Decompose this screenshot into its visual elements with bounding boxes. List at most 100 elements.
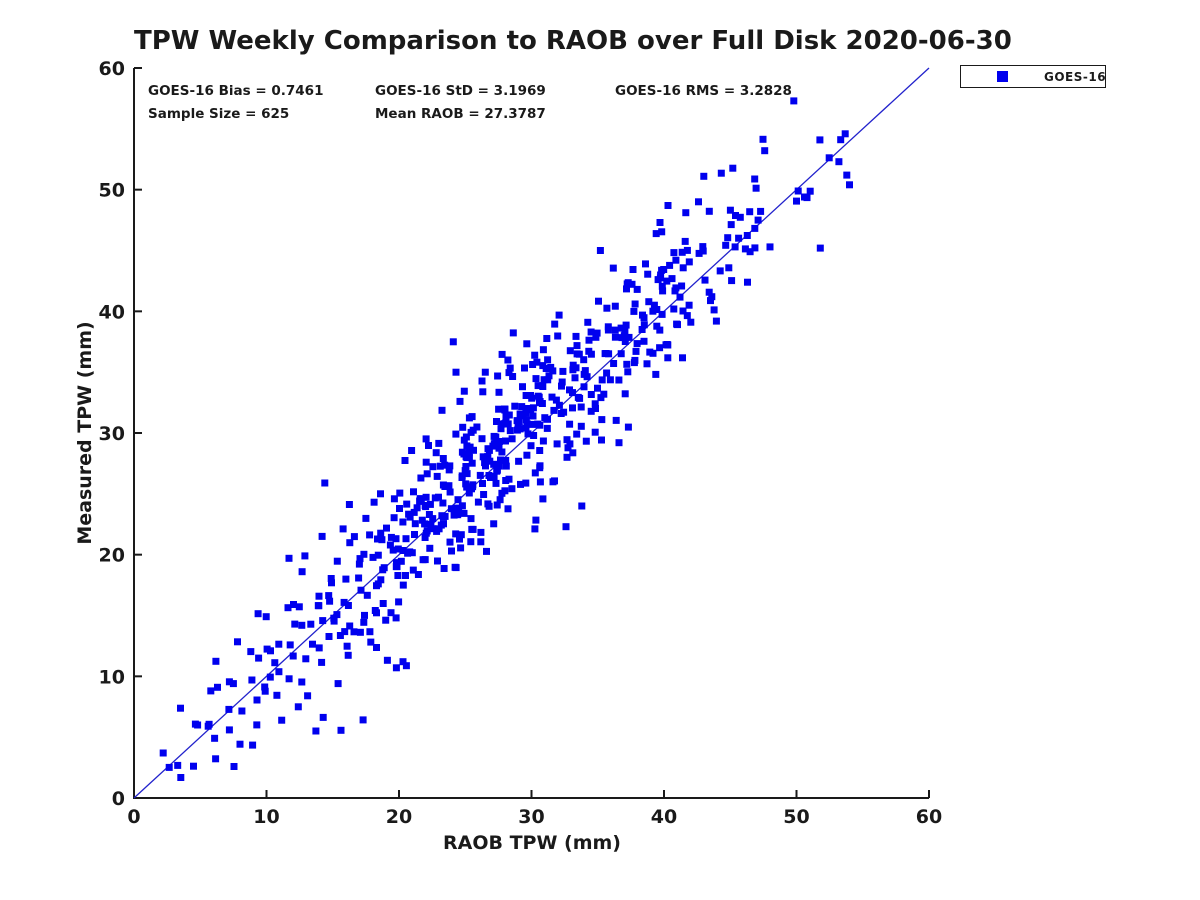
data-point: [429, 515, 437, 523]
data-point: [362, 514, 370, 522]
data-point: [591, 400, 599, 408]
data-point: [334, 680, 342, 688]
data-point: [467, 515, 475, 523]
data-point: [532, 516, 540, 524]
data-point: [549, 478, 557, 486]
y-tick-label: 30: [99, 423, 125, 445]
data-point: [369, 553, 377, 561]
data-point: [529, 361, 537, 368]
data-point: [394, 545, 402, 553]
data-point: [350, 628, 358, 636]
data-point: [421, 502, 429, 509]
data-point: [301, 552, 309, 560]
data-point: [790, 97, 798, 105]
data-point: [679, 354, 686, 362]
data-point: [328, 579, 335, 587]
data-point: [572, 364, 580, 372]
data-point: [405, 510, 413, 518]
data-point: [521, 364, 528, 372]
x-tick-label: 40: [651, 806, 677, 828]
data-point: [628, 280, 636, 288]
data-point: [453, 504, 461, 512]
data-point: [373, 644, 380, 651]
legend-label: GOES-16: [1044, 69, 1107, 84]
data-point: [225, 678, 233, 686]
data-point: [159, 749, 167, 757]
data-point: [793, 197, 800, 205]
data-point: [522, 416, 530, 424]
data-point: [234, 638, 241, 646]
data-point: [518, 403, 526, 411]
data-point: [493, 501, 501, 509]
data-point: [483, 547, 490, 555]
data-point: [578, 502, 586, 510]
data-point: [543, 335, 551, 342]
data-point: [253, 696, 261, 704]
data-point: [307, 620, 315, 628]
data-point: [630, 307, 638, 315]
data-point: [225, 705, 233, 713]
data-point: [421, 534, 429, 541]
data-point: [460, 387, 468, 395]
data-point: [435, 493, 442, 501]
data-point: [366, 531, 374, 539]
data-point: [463, 470, 471, 478]
data-point: [387, 533, 395, 541]
data-point: [284, 604, 292, 612]
data-point: [573, 430, 581, 438]
data-point: [456, 397, 464, 405]
data-point: [752, 184, 760, 192]
data-point: [543, 424, 551, 432]
data-point: [531, 351, 539, 359]
data-point: [440, 520, 447, 528]
data-point: [536, 478, 544, 486]
data-point: [656, 219, 664, 226]
data-point: [540, 376, 548, 384]
data-point: [278, 716, 286, 724]
data-point: [289, 652, 297, 660]
data-point: [467, 428, 475, 436]
data-point: [389, 546, 397, 554]
data-point: [751, 244, 759, 252]
data-point: [806, 187, 814, 195]
data-point: [249, 741, 257, 749]
data-point: [212, 755, 220, 763]
data-point: [230, 763, 238, 770]
data-point: [378, 536, 386, 544]
data-point: [392, 535, 400, 543]
data-point: [592, 333, 600, 341]
data-point: [611, 333, 619, 341]
stat-sample-size: Sample Size = 625: [148, 106, 290, 122]
data-point: [336, 632, 344, 639]
data-point: [477, 528, 485, 536]
data-point: [422, 529, 430, 537]
data-point: [536, 421, 544, 429]
data-point: [408, 447, 416, 454]
data-point: [732, 212, 739, 219]
data-point: [717, 169, 725, 177]
data-point: [468, 459, 476, 467]
data-point: [485, 446, 493, 454]
x-tick-label: 10: [253, 806, 279, 828]
data-point: [229, 680, 237, 688]
data-point: [498, 448, 506, 456]
data-point: [392, 664, 400, 672]
data-point: [396, 505, 403, 512]
data-point: [459, 423, 467, 431]
data-point: [531, 469, 539, 477]
data-point: [425, 442, 432, 449]
data-point: [457, 544, 465, 552]
data-point: [658, 310, 666, 318]
data-point: [429, 525, 437, 533]
data-point: [582, 437, 590, 445]
data-point: [312, 727, 320, 735]
data-point: [315, 602, 323, 610]
data-point: [325, 633, 333, 640]
x-tick-label: 60: [916, 806, 942, 828]
data-point: [493, 466, 501, 474]
data-point: [504, 356, 512, 364]
data-point: [454, 511, 462, 519]
data-point: [315, 644, 323, 652]
data-point: [474, 498, 482, 506]
